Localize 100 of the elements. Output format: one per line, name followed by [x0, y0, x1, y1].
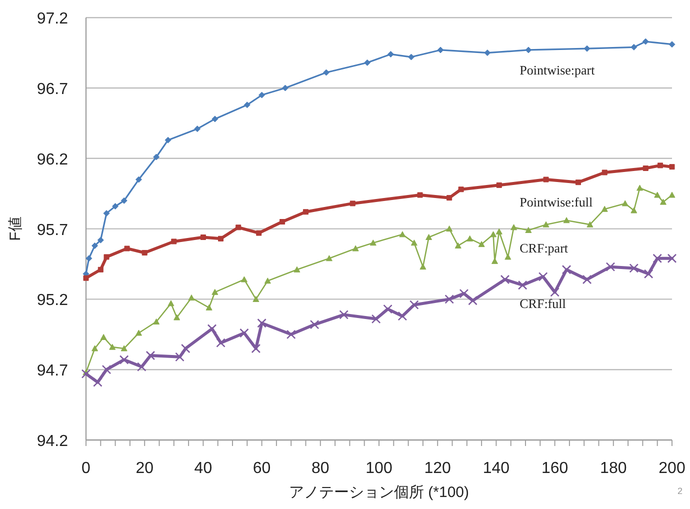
point — [194, 126, 201, 132]
point — [426, 234, 432, 240]
x-tick-label: 140 — [482, 460, 510, 477]
y-axis-title: F値 — [7, 216, 24, 241]
point — [104, 254, 110, 260]
point — [100, 334, 107, 340]
point — [399, 231, 406, 238]
x-tick-label: 0 — [82, 460, 91, 477]
point — [575, 180, 581, 186]
x-tick-label: 40 — [194, 460, 212, 477]
point — [550, 288, 560, 297]
point — [642, 38, 649, 45]
point — [410, 240, 418, 246]
point — [654, 192, 661, 198]
point — [629, 264, 639, 273]
x-tick-label: 180 — [600, 460, 627, 477]
point — [459, 288, 469, 298]
y-tick-label: 94.2 — [36, 433, 68, 450]
y-tick-label: 95.7 — [36, 222, 68, 239]
point — [153, 154, 160, 160]
x-axis-title: アノテーション個所 (*100) — [288, 484, 470, 501]
point — [244, 102, 250, 108]
point — [601, 206, 608, 212]
point — [642, 166, 648, 172]
point — [146, 350, 156, 360]
point — [466, 235, 474, 242]
point — [644, 269, 654, 279]
point — [236, 224, 242, 230]
point — [326, 255, 332, 262]
point — [256, 230, 262, 236]
point — [504, 254, 512, 260]
point — [636, 184, 644, 191]
point — [660, 198, 666, 205]
series-label: CRF:part — [520, 240, 568, 256]
point — [398, 311, 408, 321]
point — [280, 219, 286, 225]
y-tick-label: 97.2 — [36, 10, 68, 28]
point — [135, 330, 142, 336]
point — [622, 200, 628, 206]
point — [350, 200, 356, 206]
point — [669, 164, 675, 170]
point — [93, 378, 102, 387]
series-label: Pointwise:part — [520, 62, 596, 78]
point — [408, 54, 414, 60]
point — [135, 176, 142, 183]
point — [543, 176, 549, 182]
x-tick-label: 200 — [658, 460, 686, 477]
point — [212, 288, 218, 295]
point — [323, 69, 330, 76]
point — [120, 345, 128, 352]
point — [525, 46, 532, 54]
point — [264, 278, 271, 284]
point — [216, 338, 226, 348]
point — [251, 344, 261, 354]
point — [538, 272, 548, 282]
text: 2 — [677, 486, 683, 496]
point — [180, 344, 190, 354]
point — [112, 203, 119, 210]
point — [286, 330, 296, 340]
y-tick-label: 96.7 — [36, 81, 68, 98]
point — [410, 300, 419, 310]
point — [175, 352, 184, 362]
point — [446, 195, 452, 201]
point — [310, 320, 320, 330]
point — [458, 186, 464, 192]
point — [630, 207, 638, 214]
point — [370, 240, 376, 246]
point — [294, 266, 300, 272]
point — [142, 250, 148, 256]
point — [212, 116, 218, 122]
x-tick-label: 80 — [312, 460, 330, 477]
point — [119, 355, 129, 364]
point — [606, 262, 616, 272]
y-tick-label: 94.7 — [36, 362, 68, 380]
point — [352, 245, 359, 252]
point — [86, 255, 92, 262]
point — [174, 314, 180, 320]
point — [562, 264, 572, 274]
point — [200, 234, 206, 240]
point — [518, 280, 528, 290]
point — [652, 254, 662, 264]
point — [510, 224, 518, 230]
y-tick-label: 95.2 — [36, 292, 68, 310]
point — [171, 238, 177, 244]
x-tick-label: 60 — [252, 460, 271, 477]
point — [282, 84, 288, 92]
x-tick-label: 120 — [424, 460, 452, 477]
point — [468, 296, 478, 306]
point — [500, 274, 510, 284]
point — [542, 221, 550, 228]
point — [109, 344, 116, 350]
series-label: CRF:full — [520, 296, 566, 312]
point — [658, 162, 664, 168]
point — [92, 345, 98, 352]
x-tick-label: 160 — [541, 460, 568, 477]
point — [120, 197, 128, 204]
point — [668, 192, 676, 198]
point — [240, 328, 249, 338]
point — [153, 318, 160, 324]
point — [444, 294, 454, 304]
